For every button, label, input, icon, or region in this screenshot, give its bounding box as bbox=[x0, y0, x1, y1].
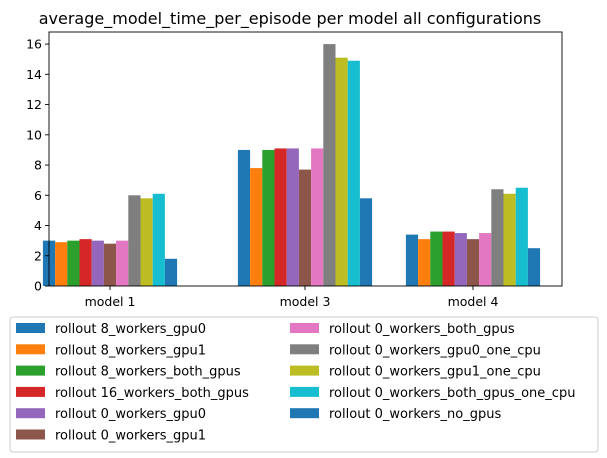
bar-model-4-series-8 bbox=[503, 193, 516, 286]
legend-swatch bbox=[290, 386, 319, 397]
legend-swatch bbox=[16, 408, 45, 419]
legend-label: rollout 0_workers_gpu1_one_cpu bbox=[329, 365, 541, 380]
axes: 0 2 4 6 8 10 12 14 16 model 1 model 3 model 4 bbox=[26, 31, 563, 309]
legend-label: rollout 8_workers_gpu0 bbox=[55, 322, 206, 337]
bar-model-3-series-5 bbox=[298, 169, 312, 286]
bar-model-3-series-0 bbox=[237, 149, 251, 286]
axes-frame bbox=[48, 31, 563, 287]
bar-model-3-series-8 bbox=[335, 57, 348, 287]
legend-label: rollout 0_workers_no_gpus bbox=[329, 407, 501, 422]
bar-model-1-series-7 bbox=[128, 195, 141, 286]
bar-model-1-series-10 bbox=[164, 258, 178, 286]
bar-model-4-series-4 bbox=[454, 233, 467, 286]
legend-swatch bbox=[290, 365, 319, 376]
legend-label: rollout 8_workers_gpu1 bbox=[55, 343, 206, 358]
bar-model-1-series-4 bbox=[91, 240, 104, 286]
legend-swatch bbox=[16, 386, 45, 397]
y-tick-label: 10 bbox=[26, 127, 42, 142]
legend-label: rollout 8_workers_both_gpus bbox=[55, 365, 241, 380]
bar-model-3-series-1 bbox=[250, 168, 263, 286]
bar-model-4-series-0 bbox=[405, 234, 419, 286]
legend-swatch bbox=[16, 344, 45, 355]
bar-model-3-series-10 bbox=[359, 198, 373, 286]
y-tick-label: 12 bbox=[26, 97, 42, 112]
legend-label: rollout 0_workers_gpu0_one_cpu bbox=[329, 343, 541, 358]
bar-model-4-series-6 bbox=[479, 233, 492, 286]
y-tick-label: 16 bbox=[26, 37, 42, 52]
bar-model-4-series-3 bbox=[442, 231, 455, 286]
legend-swatch bbox=[16, 365, 45, 376]
y-tick-label: 4 bbox=[34, 218, 42, 233]
x-tick-label: model 1 bbox=[85, 294, 136, 309]
legend-swatch bbox=[16, 429, 45, 440]
bar-model-3-series-3 bbox=[274, 148, 287, 286]
legend-box bbox=[9, 316, 599, 453]
bar-model-4-series-5 bbox=[466, 239, 480, 286]
bar-model-4-series-9 bbox=[515, 187, 528, 286]
bar-model-4-series-2 bbox=[430, 231, 443, 286]
bar-model-1-series-3 bbox=[79, 239, 92, 286]
y-tick-label: 8 bbox=[34, 158, 42, 173]
bar-model-3-series-6 bbox=[311, 148, 324, 286]
legend-label: rollout 0_workers_both_gpus bbox=[329, 322, 515, 337]
bar-model-3-series-9 bbox=[347, 60, 360, 287]
bar-model-3-series-4 bbox=[286, 148, 299, 286]
x-tick-label: model 3 bbox=[280, 294, 331, 309]
legend-label: rollout 0_workers_gpu0 bbox=[55, 407, 206, 422]
y-tick-label: 6 bbox=[34, 188, 42, 203]
bar-model-1-series-8 bbox=[140, 198, 153, 286]
bar-model-1-series-5 bbox=[103, 243, 117, 286]
bar-model-4-series-1 bbox=[418, 239, 431, 286]
legend-swatch bbox=[290, 344, 319, 355]
bar-model-3-series-7 bbox=[323, 44, 336, 286]
legend-swatch bbox=[16, 323, 45, 333]
y-tick-label: 2 bbox=[34, 248, 42, 263]
legend-label: rollout 16_workers_both_gpus bbox=[55, 386, 249, 401]
legend-label: rollout 0_workers_gpu1 bbox=[55, 429, 206, 444]
legend-swatch bbox=[290, 408, 319, 419]
y-tick-label: 0 bbox=[34, 279, 42, 294]
bar-model-1-series-1 bbox=[55, 242, 68, 286]
y-tick-label: 14 bbox=[26, 67, 42, 82]
chart-title: average_model_time_per_episode per model… bbox=[39, 9, 542, 29]
bar-model-1-series-6 bbox=[116, 240, 129, 286]
plot-area bbox=[42, 44, 541, 287]
bar-model-4-series-7 bbox=[491, 189, 504, 286]
bar-model-4-series-10 bbox=[527, 248, 541, 286]
bar-model-1-series-9 bbox=[152, 193, 165, 286]
bar-model-1-series-2 bbox=[67, 240, 80, 286]
legend-label: rollout 0_workers_both_gpus_one_cpu bbox=[329, 386, 575, 401]
bar-model-3-series-2 bbox=[262, 149, 275, 286]
x-tick-label: model 4 bbox=[448, 294, 499, 309]
legend-swatch bbox=[290, 323, 319, 333]
